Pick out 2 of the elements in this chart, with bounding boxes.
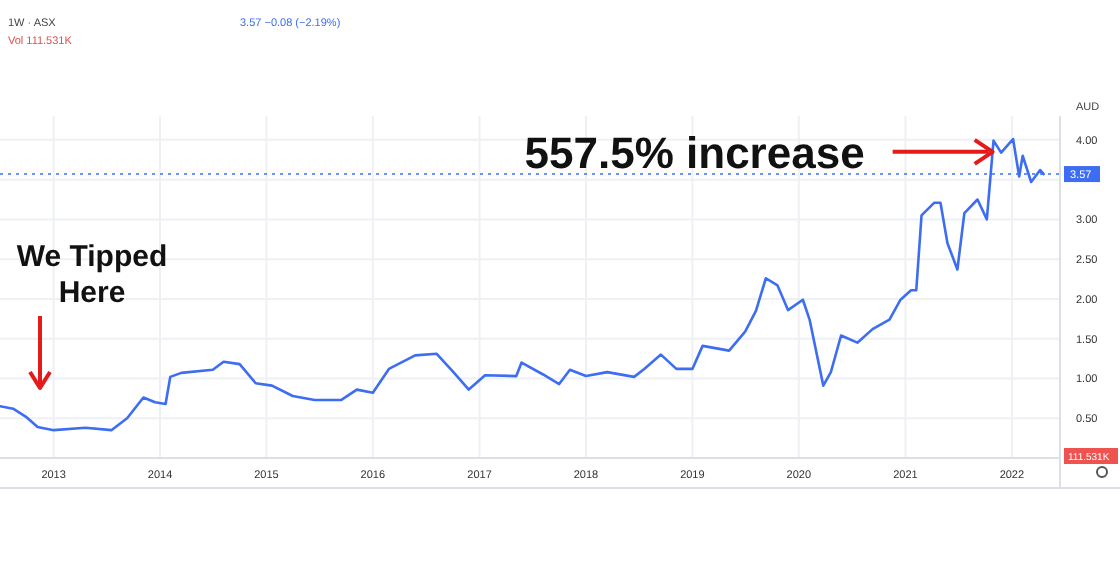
annotation: We Tipped Here	[16, 240, 168, 310]
annotation: 557.5% increase	[524, 127, 865, 178]
